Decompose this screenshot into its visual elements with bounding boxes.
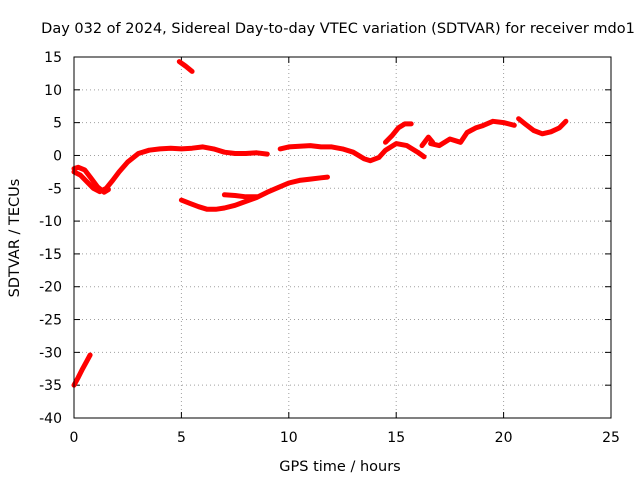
y-tick-label: -20 [39,280,62,296]
plot-frame [73,56,612,419]
series-arc-morning [71,144,270,195]
series-arc-early-low [71,352,93,388]
y-tick-label: 10 [44,83,62,99]
x-tick-label: 10 [280,430,298,446]
x-tick-label: 0 [70,430,79,446]
x-axis-label: GPS time / hours [279,459,400,475]
series-arc-midday [277,141,427,164]
y-tick-label: -40 [39,411,62,427]
chart-title: Day 032 of 2024, Sidereal Day-to-day VTE… [41,21,635,37]
y-tick-label: -15 [39,247,62,263]
series-arc-afternoon [428,118,517,149]
y-tick-label: 15 [44,50,62,66]
series-arc-evening [516,116,569,137]
y-tick-label: -35 [39,378,62,394]
y-tick-label: 5 [53,116,62,132]
series-arc-midday-upper [383,121,414,145]
data-series [71,59,569,388]
x-tick-label: 20 [495,430,513,446]
grid [74,57,611,418]
axis-ticks [73,56,612,419]
series-arc-low [178,174,330,212]
x-tick-label: 15 [387,430,405,446]
y-tick-label: -5 [48,181,62,197]
x-tick-label: 5 [177,430,186,446]
y-tick-label: -10 [39,214,62,230]
series-arc-afternoon-spur [419,134,436,149]
x-tick-label: 25 [602,430,620,446]
tick-labels: 0 5 10 15 20 25 15 10 5 0 -5 -10 -15 -20 -25 -30 -35 -40 [39,50,620,446]
series-arc-low-branch [221,192,260,200]
y-tick-label: 0 [53,148,62,164]
series-arc-morning-variant [71,164,111,195]
y-tick-label: -25 [39,313,62,329]
y-tick-label: -30 [39,345,62,361]
series-arc-high [176,59,195,74]
y-axis-label: SDTVAR / TECUs [7,179,23,298]
